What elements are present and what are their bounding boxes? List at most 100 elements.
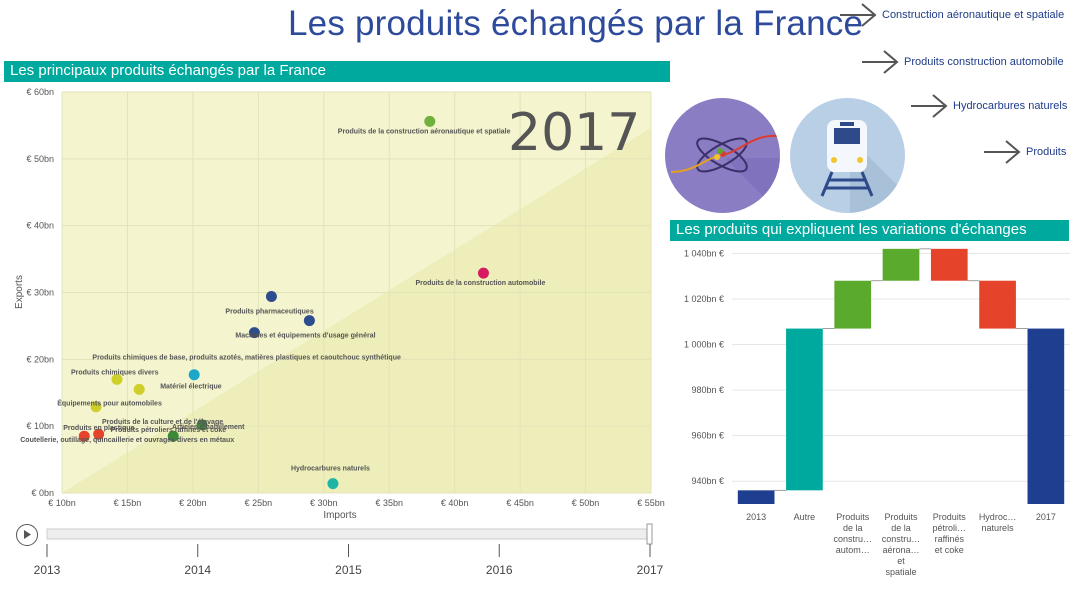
- x-tick-label: € 25bn: [245, 498, 273, 508]
- point-label: Matériel électrique: [160, 384, 222, 391]
- x-tick-label: Produits de la constru… autom…: [833, 512, 872, 555]
- x-tick-label: € 50bn: [572, 498, 600, 508]
- nav-link-aerospace[interactable]: Construction aéronautique et spatiale: [838, 2, 1064, 28]
- x-tick-label: 2017: [1036, 512, 1056, 522]
- waterfall-bar[interactable]: [834, 280, 872, 329]
- x-tick-label: Produits de la constru… aérona… et spatiale: [882, 512, 921, 577]
- x-tick-label: € 55bn: [637, 498, 665, 508]
- train-icon[interactable]: [790, 98, 905, 213]
- timeline-year-label[interactable]: 2014: [184, 563, 212, 577]
- scatter-point[interactable]: [78, 430, 90, 442]
- x-tick-label: 2013: [746, 512, 766, 522]
- y-tick-label: € 50bn: [26, 154, 54, 164]
- point-label: Produits de la construction automobile: [415, 280, 545, 287]
- nav-link-hydrocarbures[interactable]: Hydrocarbures naturels: [909, 93, 1067, 119]
- arrow-right-icon: [984, 140, 1021, 164]
- y-tick-label: 1 040bn €: [684, 248, 724, 258]
- timeline-year-label[interactable]: 2017: [636, 563, 664, 577]
- timeline-track[interactable]: [46, 528, 651, 540]
- scatter-point[interactable]: [248, 327, 260, 339]
- x-tick-label: Autre: [794, 512, 816, 522]
- timeline-year-label[interactable]: 2015: [335, 563, 362, 577]
- waterfall-section-title: Les produits qui expliquent les variatio…: [670, 220, 1069, 241]
- waterfall-bar[interactable]: [882, 248, 920, 281]
- nav-link-label: Construction aéronautique et spatiale: [882, 9, 1065, 21]
- scatter-point[interactable]: [188, 369, 200, 381]
- point-label: Articles d'habillement: [172, 424, 245, 431]
- y-tick-label: 1 000bn €: [684, 340, 724, 350]
- waterfall-bar[interactable]: [1027, 328, 1065, 504]
- scatter-chart: € 0bn€ 10bn€ 20bn€ 30bn€ 40bn€ 50bn€ 60b…: [14, 87, 665, 521]
- waterfall-chart: 940bn € 960bn € 980bn € 1 000bn € 1 020bn € 1…: [684, 248, 1070, 577]
- x-axis-label: Imports: [323, 510, 356, 521]
- point-label: Hydrocarbures naturels: [291, 466, 370, 473]
- scatter-point[interactable]: [477, 267, 489, 279]
- scatter-point[interactable]: [196, 419, 208, 431]
- scatter-point[interactable]: [303, 315, 315, 327]
- x-tick-label: € 40bn: [441, 498, 469, 508]
- point-label: Produits pharmaceutiques: [225, 309, 313, 316]
- scatter-section-title: Les principaux produits échangés par la …: [4, 61, 670, 82]
- scatter-point[interactable]: [265, 291, 277, 303]
- y-axis-label: Exports: [14, 275, 25, 309]
- timeline-year-label[interactable]: 2013: [33, 563, 61, 577]
- y-tick-label: € 60bn: [26, 87, 54, 97]
- x-tick-label: € 45bn: [506, 498, 534, 508]
- scatter-point[interactable]: [90, 401, 102, 413]
- x-tick-label: Hydroc… naturels: [979, 512, 1017, 533]
- waterfall-bar[interactable]: [979, 280, 1016, 329]
- scatter-point[interactable]: [327, 478, 339, 490]
- waterfall-bar[interactable]: [737, 490, 775, 504]
- x-tick-label: € 35bn: [375, 498, 403, 508]
- point-label: Produits de la construction aéronautique…: [338, 128, 511, 135]
- x-tick-label: € 15bn: [114, 498, 142, 508]
- x-tick-label: Produits pétroli… raffinés et coke: [933, 512, 967, 555]
- train-glyph: [820, 120, 905, 213]
- y-tick-label: € 0bn: [31, 488, 54, 498]
- nav-link-label: Produits: [1026, 146, 1067, 158]
- y-tick-label: 980bn €: [691, 385, 724, 395]
- x-tick-label: € 10bn: [48, 498, 76, 508]
- nav-link-produits[interactable]: Produits: [982, 139, 1066, 165]
- scatter-point[interactable]: [93, 428, 105, 440]
- scatter-point[interactable]: [424, 115, 436, 127]
- point-label: Produits pétroliers raffinés et coke: [111, 427, 227, 434]
- scatter-point[interactable]: [111, 373, 123, 385]
- timeline-handle[interactable]: [646, 523, 653, 545]
- arrow-right-icon: [840, 3, 877, 27]
- play-button[interactable]: [16, 524, 38, 546]
- y-tick-label: € 10bn: [26, 421, 54, 431]
- aerospace-icon[interactable]: [665, 98, 780, 213]
- point-label: Machines et équipements d'usage général: [235, 333, 375, 340]
- point-label: Coutellerie, outillage, quincaillerie et…: [20, 437, 234, 444]
- y-tick-label: 960bn €: [691, 431, 724, 441]
- diagonal-area: [62, 128, 651, 493]
- x-tick-label: € 30bn: [310, 498, 338, 508]
- point-label: Équipements pour automobiles: [57, 398, 162, 407]
- scatter-point[interactable]: [167, 430, 179, 442]
- y-tick-label: € 40bn: [26, 221, 54, 231]
- arrow-right-icon: [911, 94, 948, 118]
- y-tick-label: 940bn €: [691, 476, 724, 486]
- point-label: Produits chimiques divers: [71, 369, 159, 376]
- play-icon: [24, 530, 31, 539]
- waterfall-bar[interactable]: [930, 248, 968, 281]
- y-tick-label: 1 020bn €: [684, 294, 724, 304]
- page-title: Les produits échangés par la France: [288, 4, 864, 43]
- arrow-right-icon: [862, 50, 899, 74]
- year-watermark: 2017: [508, 103, 641, 163]
- nav-link-label: Produits construction automobile: [904, 56, 1064, 68]
- scatter-point[interactable]: [133, 383, 145, 395]
- nav-link-automobile[interactable]: Produits construction automobile: [860, 49, 1064, 75]
- timeline-year-label[interactable]: 2016: [485, 563, 513, 577]
- y-tick-label: € 20bn: [26, 354, 54, 364]
- nav-link-label: Hydrocarbures naturels: [953, 100, 1068, 112]
- point-label: Produits chimiques de base, produits azo…: [92, 355, 401, 362]
- timeline-slider[interactable]: [38, 522, 663, 582]
- x-tick-label: € 20bn: [179, 498, 207, 508]
- y-tick-label: € 30bn: [26, 288, 54, 298]
- waterfall-bar[interactable]: [786, 328, 823, 491]
- point-label: Produits de la culture et de l'élevage: [102, 419, 223, 426]
- point-label: Produits en plastique: [63, 425, 134, 432]
- atom-icon: [670, 134, 780, 213]
